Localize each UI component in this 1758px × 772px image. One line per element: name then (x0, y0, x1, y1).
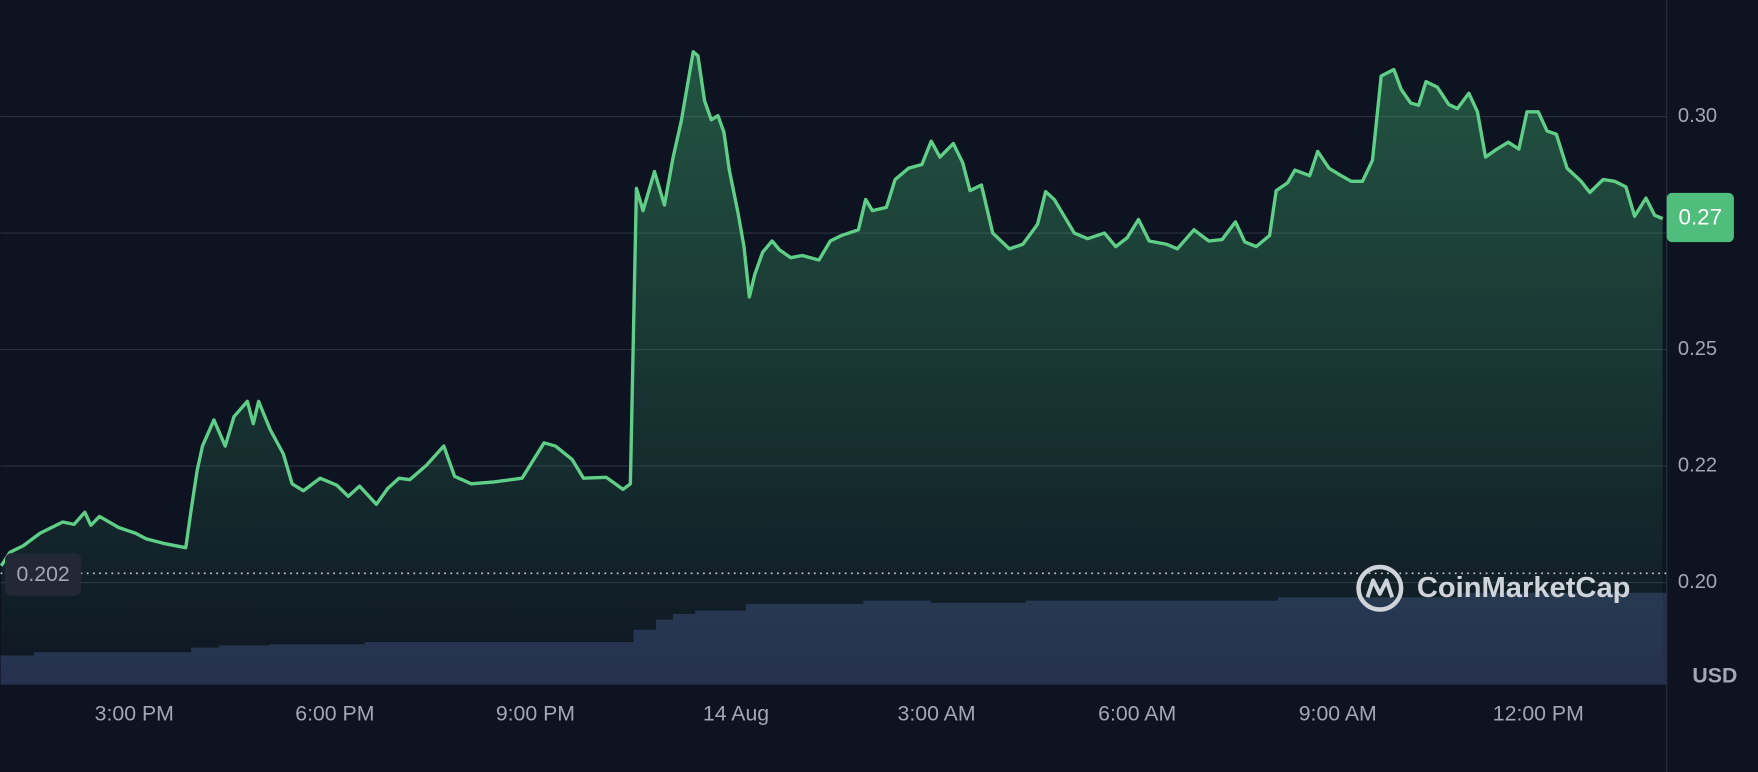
x-tick-label: 9:00 PM (496, 701, 575, 725)
x-tick-label: 9:00 AM (1299, 701, 1377, 725)
y-unit: USD (1692, 663, 1737, 687)
price-line (0, 50, 1664, 567)
x-tick-label: 14 Aug (703, 701, 769, 725)
last-price-badge (1666, 192, 1734, 243)
x-tick-label: 3:00 AM (898, 701, 976, 725)
y-tick-label: 0.22 (1678, 454, 1717, 476)
price-area (1, 51, 1663, 686)
open-price-badge (5, 553, 82, 596)
x-tick-label: 6:00 PM (295, 701, 374, 725)
y-tick-label: 0.30 (1678, 105, 1717, 127)
x-tick-label: 12:00 PM (1493, 701, 1584, 725)
y-tick-label: 0.25 (1678, 338, 1717, 360)
x-tick-label: 3:00 PM (95, 701, 174, 725)
open-price-label: 0.202 (17, 562, 70, 586)
y-tick-label: 0.20 (1678, 571, 1717, 593)
x-tick-label: 6:00 AM (1098, 701, 1176, 725)
overlay: 0.202 0.27 (0, 192, 1734, 596)
watermark: CoinMarketCap (1356, 564, 1631, 612)
watermark-text: CoinMarketCap (1417, 572, 1631, 604)
last-price-label: 0.27 (1679, 205, 1723, 230)
